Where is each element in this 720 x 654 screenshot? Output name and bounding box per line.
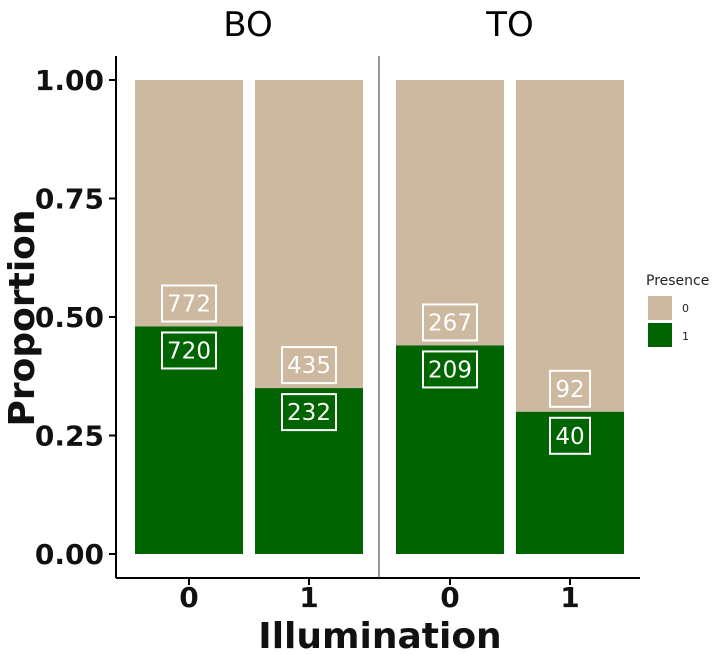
x-axis-title: Illumination bbox=[258, 616, 501, 654]
legend-title: Presence bbox=[646, 273, 709, 289]
count-box-to-illum0-presence-1 bbox=[422, 350, 478, 389]
legend-label-presence-0: 0 bbox=[682, 302, 689, 315]
count-label-bo-illum1-presence-1: 232 bbox=[287, 400, 331, 426]
count-box-bo-illum1-presence-1 bbox=[281, 393, 337, 432]
legend: Presence 0 1 bbox=[646, 273, 709, 347]
x-tick-label-bo-1: 1 bbox=[299, 581, 318, 614]
count-label-to-illum0-presence-0: 267 bbox=[428, 310, 472, 336]
y-tick-label-0.50: 0.50 bbox=[35, 301, 104, 334]
count-box-to-illum0-presence-0 bbox=[422, 303, 478, 342]
bar-bo-illum0-presence-1 bbox=[135, 326, 243, 554]
count-box-bo-illum0-presence-0 bbox=[161, 284, 217, 323]
count-label-bo-illum1-presence-0: 435 bbox=[287, 353, 331, 379]
y-tick-label-1.00: 1.00 bbox=[35, 64, 104, 97]
bar-to-illum0-presence-0 bbox=[396, 80, 504, 346]
count-label-to-illum1-presence-1: 40 bbox=[555, 424, 584, 450]
bar-to-illum0-presence-1 bbox=[396, 345, 504, 554]
x-tick-label-bo-0: 0 bbox=[179, 581, 198, 614]
facet-title-to: TO bbox=[485, 5, 534, 45]
bar-to-illum1-presence-1 bbox=[516, 411, 624, 554]
count-label-bo-illum0-presence-1: 720 bbox=[167, 338, 211, 364]
x-tick-label-to-0: 0 bbox=[440, 581, 459, 614]
count-box-bo-illum0-presence-1 bbox=[161, 331, 217, 370]
x-tick-label-to-1: 1 bbox=[560, 581, 579, 614]
plot-area: 0.00 0.25 0.50 0.75 1.00 772 720 0 435 232 1 267 209… bbox=[35, 56, 640, 614]
count-label-to-illum0-presence-1: 209 bbox=[428, 357, 472, 383]
count-label-bo-illum0-presence-0: 772 bbox=[167, 291, 211, 317]
count-box-to-illum1-presence-1 bbox=[549, 416, 591, 455]
legend-swatch-presence-0 bbox=[648, 296, 672, 320]
legend-label-presence-1: 1 bbox=[682, 330, 689, 343]
y-tick-label-0.25: 0.25 bbox=[35, 420, 104, 453]
bar-bo-illum1-presence-1 bbox=[255, 388, 363, 554]
count-box-to-illum1-presence-0 bbox=[549, 369, 591, 408]
legend-swatch-presence-1 bbox=[648, 323, 672, 347]
facet-title-bo: BO bbox=[223, 5, 273, 45]
y-tick-label-0.00: 0.00 bbox=[35, 538, 104, 571]
y-axis-title: Proportion bbox=[2, 209, 43, 426]
y-tick-label-0.75: 0.75 bbox=[35, 183, 104, 216]
bar-bo-illum0-presence-0 bbox=[135, 80, 243, 327]
bar-bo-illum1-presence-0 bbox=[255, 80, 363, 389]
count-box-bo-illum1-presence-0 bbox=[281, 346, 337, 385]
count-label-to-illum1-presence-0: 92 bbox=[555, 377, 584, 403]
bar-to-illum1-presence-0 bbox=[516, 80, 624, 412]
